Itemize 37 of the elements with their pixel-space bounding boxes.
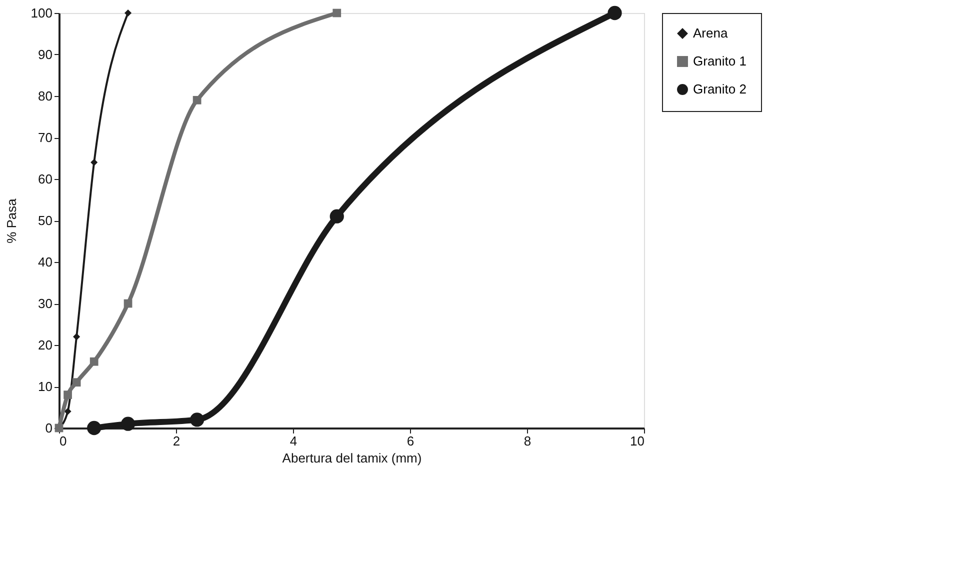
point [72,378,81,387]
point [64,390,72,399]
legend-label: Granito 2 [693,82,746,96]
y-axis-title: % Pasa [4,198,19,244]
point [73,333,80,340]
y-tick-label: 0 [45,420,52,436]
point [124,299,132,308]
point [332,8,342,18]
y-tick-label: 90 [38,47,52,62]
point [192,96,202,104]
x-tick-label: 2 [172,434,180,448]
y-tick-label: 40 [38,254,52,270]
y-tick-label: 20 [38,338,52,352]
y-tick-label: 60 [38,172,52,186]
point [330,209,344,224]
y-tick-label: 80 [38,88,52,104]
x-tick-label: 4 [290,434,298,448]
point [87,420,102,436]
point [64,408,72,415]
x-tick-label: 10 [630,434,644,448]
x-tick-label: 8 [524,434,532,448]
legend-label: Arena [693,26,728,40]
x-tick-label: 0 [60,434,67,448]
y-tick-label: 30 [38,296,52,311]
point [120,416,136,431]
y-tick-label: 50 [38,213,52,228]
y-tick-label: 100 [30,6,52,20]
legend-label: Granito 1 [693,54,746,68]
x-axis-title: Abertura del tamix (mm) [282,450,422,466]
point [608,6,622,20]
point [90,357,98,366]
point [90,158,98,166]
point [190,412,204,427]
y-tick-label: 70 [38,130,52,145]
point [124,9,132,17]
x-tick-label: 6 [406,434,414,448]
y-tick-label: 10 [38,379,52,394]
